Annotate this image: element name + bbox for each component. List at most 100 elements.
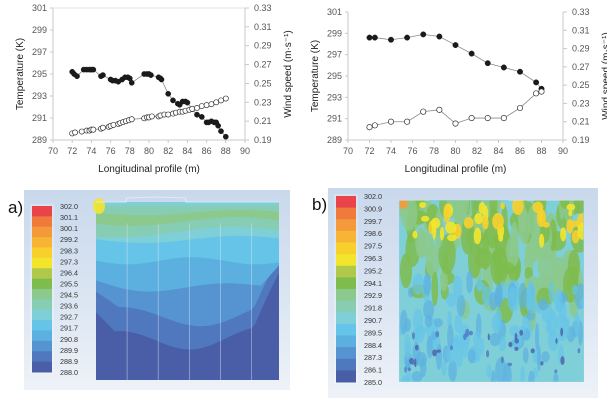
contour-blob [423, 300, 435, 320]
contour-blob [507, 287, 519, 312]
contour-b-content [399, 200, 584, 382]
y2-axis-title: Wind speed (m·s⁻¹) [601, 32, 607, 120]
x-tick-label: 72 [67, 146, 77, 156]
legend-swatch [32, 257, 52, 269]
contour-blob [539, 233, 545, 248]
contour-blob [547, 309, 558, 337]
legend-swatch [336, 265, 356, 278]
legend-swatch [32, 309, 52, 321]
legend-swatch [336, 300, 356, 313]
x-tick-label: 70 [48, 146, 58, 156]
data-point-temperature [100, 72, 106, 78]
contour-blob [417, 232, 435, 257]
contour-blob [401, 375, 410, 382]
contour-blob [566, 203, 576, 211]
legend-value: 297.3 [60, 257, 78, 266]
legend-swatch [32, 340, 52, 352]
legend-value: 292.7 [60, 313, 78, 322]
contour-blob [474, 213, 483, 225]
legend-swatch [336, 230, 356, 243]
contour-blobs [399, 200, 584, 382]
legend-swatch [32, 278, 52, 290]
legend-value: 299.2 [60, 235, 78, 244]
x-tick-label: 82 [472, 146, 482, 156]
panel-label-b: b) [312, 195, 328, 214]
data-point-wind-speed [516, 104, 524, 112]
data-point-temperature [500, 64, 507, 71]
contour-blob [508, 341, 513, 348]
y-tick-label: 299 [327, 28, 342, 38]
data-point-temperature [366, 34, 373, 41]
y-tick-label: 291 [32, 113, 47, 123]
contour-blob [447, 234, 457, 242]
warm-spot [399, 200, 408, 209]
contour-blob [512, 200, 524, 215]
data-point-wind-speed [222, 95, 229, 102]
y-axis-title: Temperature (K) [310, 40, 321, 112]
legend-value: 294.5 [60, 291, 78, 300]
x-tick-label: 84 [493, 146, 503, 156]
legend-value: 296.3 [364, 254, 382, 263]
data-point-temperature [198, 114, 205, 120]
y2-tick-label: 0.21 [254, 116, 272, 126]
contour-blob [415, 325, 428, 335]
data-point-wind-speed [371, 122, 378, 129]
legend-swatch [32, 351, 52, 363]
contour-blob [536, 208, 546, 227]
contour-blob [500, 202, 505, 210]
data-point-temperature [218, 128, 224, 135]
x-axis-title: Longitudinal profile (m) [405, 164, 507, 175]
legend-swatch [336, 219, 356, 232]
x-tick-label: 84 [182, 146, 192, 156]
x-tick-label: 76 [407, 146, 417, 156]
contour-blob [412, 230, 418, 239]
legend-value: 289.9 [60, 346, 78, 355]
contour-blob [473, 227, 482, 245]
contour-blob [419, 202, 427, 208]
x-tick-label: 90 [558, 146, 568, 156]
data-point-wind-speed [500, 115, 507, 122]
contour-blob [572, 266, 579, 292]
y2-tick-label: 0.27 [572, 62, 590, 72]
data-point-temperature [452, 42, 459, 49]
legend-swatch [32, 268, 52, 280]
contour-blob [459, 200, 470, 217]
legend-swatch [336, 207, 356, 220]
legend-swatch [32, 320, 52, 331]
y2-tick-label: 0.31 [254, 22, 272, 32]
data-point-wind-speed [484, 115, 491, 122]
legend-value: 291.7 [60, 324, 78, 333]
contour-blob [404, 366, 407, 373]
contour-b: 302.0 300.9 299.7 298.6 297.5 296.3 295.2 294.1… [334, 192, 584, 387]
x-tick-label: 86 [515, 146, 525, 156]
y2-tick-label: 0.29 [572, 44, 590, 54]
data-point-temperature [420, 31, 427, 38]
contour-blob [494, 283, 503, 308]
legend-swatch [32, 206, 52, 217]
y-tick-label: 301 [32, 3, 47, 13]
contour-blob [436, 349, 441, 353]
contour-blob [541, 351, 550, 363]
legend-swatch [336, 335, 356, 348]
data-point-wind-speed [213, 99, 220, 106]
contour-blob [524, 267, 534, 280]
legend-swatch [32, 299, 52, 311]
data-point-temperature [90, 66, 97, 73]
x-tick-label: 78 [429, 146, 439, 156]
x-tick-label: 88 [221, 146, 231, 156]
contour-blob [498, 336, 507, 352]
contour-blob [467, 349, 476, 364]
legend-swatch [336, 242, 356, 255]
legend-value: 292.9 [364, 291, 382, 300]
data-point-temperature [170, 97, 176, 104]
x-tick-label: 80 [450, 146, 460, 156]
contour-blob [435, 343, 443, 370]
data-point-wind-speed [387, 118, 395, 125]
data-point-wind-speed [165, 111, 172, 118]
legend-value: 293.6 [60, 302, 78, 311]
contour-blob [399, 253, 413, 289]
y-tick-label: 297 [32, 47, 47, 57]
data-point-wind-speed [533, 90, 540, 97]
contour-blob [486, 364, 492, 378]
contour-blob [411, 332, 415, 340]
